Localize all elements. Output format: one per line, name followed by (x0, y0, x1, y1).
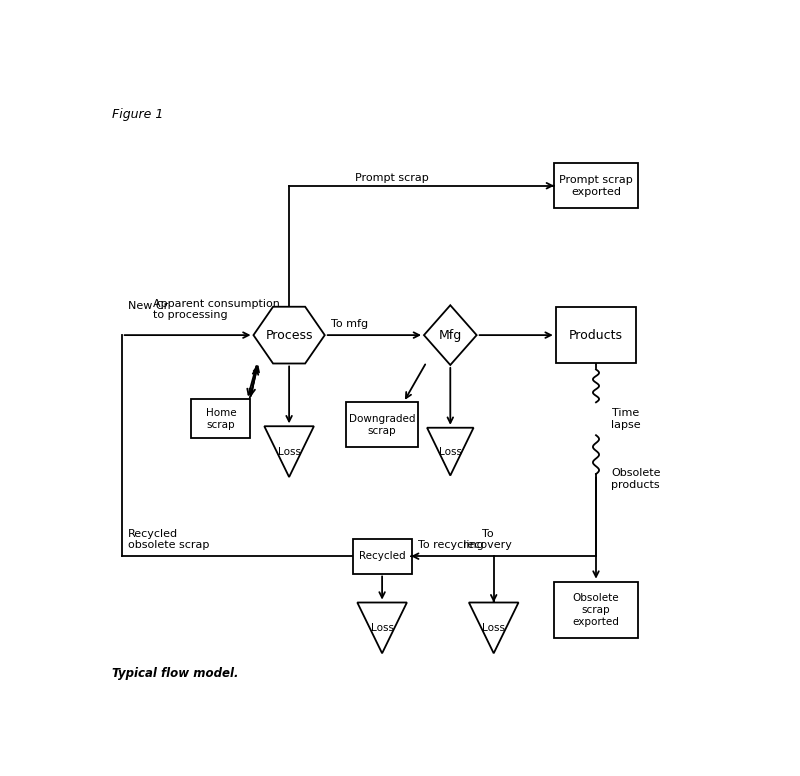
Text: To
recovery: To recovery (463, 528, 512, 550)
Polygon shape (424, 305, 477, 365)
Text: Downgraded
scrap: Downgraded scrap (349, 414, 415, 435)
Polygon shape (427, 428, 474, 476)
Text: Prompt scrap: Prompt scrap (354, 173, 428, 183)
Text: Apparent consumption
to processing: Apparent consumption to processing (153, 299, 279, 320)
Text: Loss: Loss (278, 447, 301, 456)
Text: Obsolete
scrap
exported: Obsolete scrap exported (573, 594, 619, 626)
Bar (556, 307, 636, 363)
Polygon shape (358, 602, 407, 653)
Text: Products: Products (569, 328, 623, 341)
Bar (353, 539, 411, 573)
Bar (346, 402, 418, 447)
Text: Home
scrap: Home scrap (206, 408, 236, 430)
Bar (191, 400, 250, 438)
Text: Prompt scrap
exported: Prompt scrap exported (559, 175, 633, 196)
Bar (554, 581, 638, 639)
Text: New Cr: New Cr (128, 301, 168, 311)
Text: Process: Process (266, 328, 313, 341)
Text: Recycled
obsolete scrap: Recycled obsolete scrap (128, 528, 210, 550)
Polygon shape (264, 426, 314, 477)
Text: To recycling: To recycling (418, 540, 483, 550)
Bar (554, 163, 638, 208)
Text: Time
lapse: Time lapse (611, 408, 641, 430)
Text: Figure 1: Figure 1 (112, 108, 164, 121)
Polygon shape (254, 307, 325, 363)
Text: Recycled: Recycled (358, 551, 406, 561)
Text: Typical flow model.: Typical flow model. (112, 667, 239, 680)
Text: Mfg: Mfg (438, 328, 462, 341)
Polygon shape (469, 602, 518, 653)
Text: Loss: Loss (438, 447, 462, 456)
Text: Loss: Loss (482, 623, 506, 633)
Text: To mfg: To mfg (331, 319, 368, 329)
Text: Loss: Loss (370, 623, 394, 633)
Text: Obsolete
products: Obsolete products (611, 468, 661, 490)
